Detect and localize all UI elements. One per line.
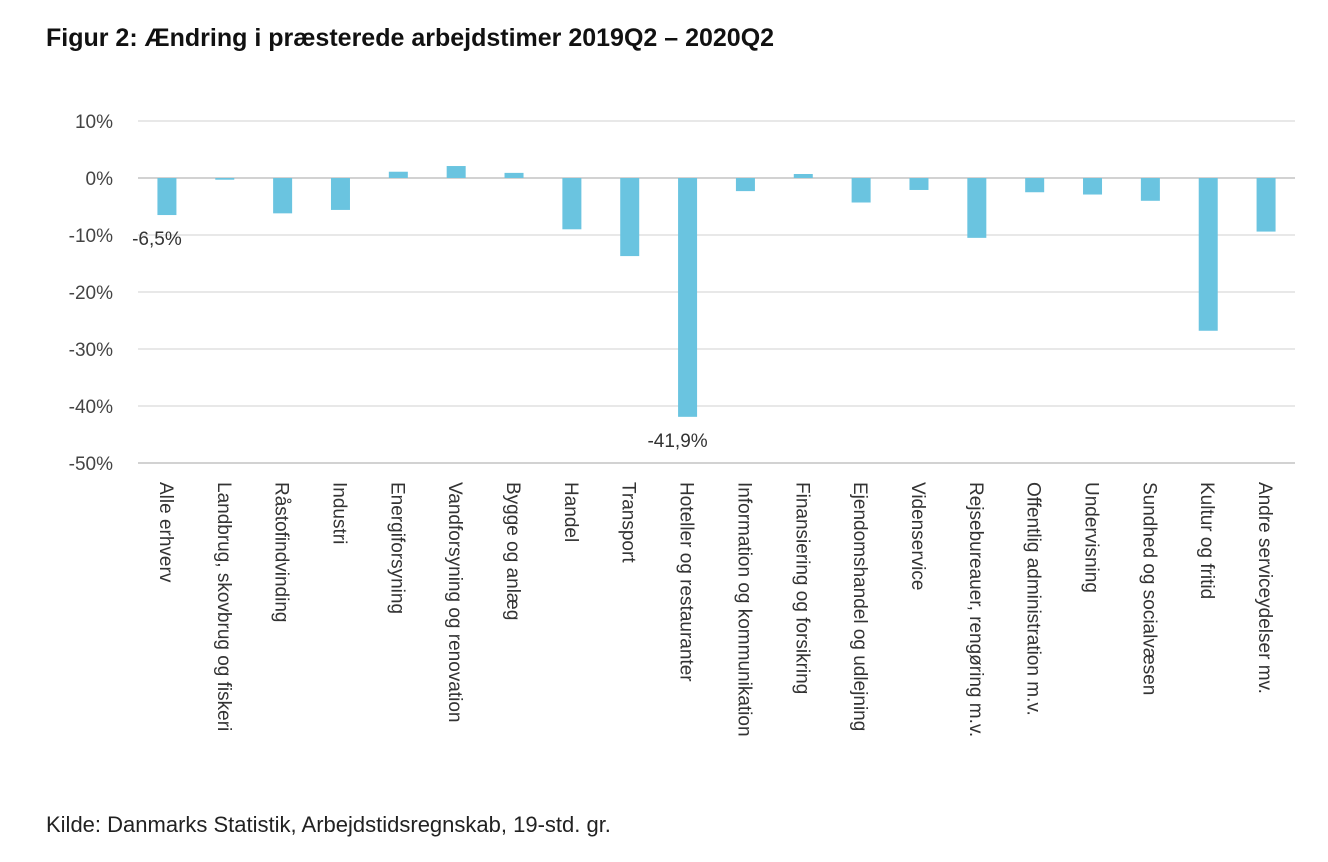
category-label: Kultur og fritid: [1196, 482, 1217, 599]
category-label: Information og kommunikation: [733, 482, 754, 737]
bar: [793, 174, 813, 178]
gridlines: [138, 120, 1295, 464]
bar: [851, 178, 871, 203]
bar: [1083, 178, 1103, 195]
bar: [1140, 178, 1160, 201]
bar: [1256, 178, 1276, 232]
y-tick-label: -20%: [69, 283, 113, 304]
category-label: Andre serviceydelser mv.: [1254, 482, 1275, 694]
category-label: Alle erhverv: [155, 482, 176, 583]
category-label: Hoteller og restauranter: [676, 482, 697, 682]
bar: [678, 178, 698, 417]
category-label: Energiforsyning: [386, 482, 407, 614]
source-note: Kilde: Danmarks Statistik, Arbejdstidsre…: [46, 812, 611, 837]
category-label: Råstofindvinding: [271, 482, 292, 622]
bar: [388, 171, 408, 178]
bar: [562, 178, 582, 230]
category-label: Industri: [328, 482, 349, 544]
category-label: Offentlig administration m.v.: [1023, 482, 1044, 716]
bar: [620, 178, 640, 257]
bar: [273, 178, 293, 214]
category-label: Landbrug, skovbrug og fiskeri: [213, 482, 234, 731]
category-labels: Alle erhverv Landbrug, skovbrug og fisker…: [155, 482, 1275, 737]
bars: [157, 166, 1276, 417]
bar: [446, 166, 466, 178]
category-label: Handel: [560, 482, 581, 542]
y-tick-label: -30%: [69, 340, 113, 361]
bar: [1025, 178, 1045, 193]
y-tick-label: 0%: [86, 169, 114, 190]
category-label: Rejsebureauer, rengøring m.v.: [965, 482, 986, 737]
y-tick-label: -10%: [69, 226, 113, 247]
category-label: Sundhed og socialvæsen: [1138, 482, 1159, 695]
category-label: Undervisning: [1081, 482, 1102, 593]
bar: [330, 178, 350, 210]
bar: [504, 172, 524, 178]
category-label: Videnservice: [907, 482, 928, 590]
y-tick-label: -40%: [69, 397, 113, 418]
data-label: -6,5%: [132, 229, 182, 250]
bar: [735, 178, 755, 192]
bar: [157, 178, 177, 216]
bar: [1198, 178, 1218, 331]
category-label: Finansiering og forsikring: [791, 482, 812, 694]
category-label: Transport: [618, 482, 639, 563]
bar: [967, 178, 987, 238]
chart-title: Figur 2: Ændring i præsterede arbejdstim…: [46, 24, 775, 52]
category-label: Bygge og anlæg: [502, 482, 523, 620]
data-label: -41,9%: [647, 431, 707, 452]
category-label: Vandforsyning og renovation: [444, 482, 465, 722]
bar: [215, 178, 235, 180]
data-labels: -6,5% -41,9%: [132, 229, 708, 452]
y-tick-label: 10%: [75, 112, 113, 133]
y-tick-label: -50%: [69, 454, 113, 475]
bar: [909, 178, 929, 190]
category-label: Ejendomshandel og udlejning: [849, 482, 870, 731]
y-axis-tick-labels: 10% 0% -10% -20% -30% -40% -50%: [69, 112, 113, 475]
